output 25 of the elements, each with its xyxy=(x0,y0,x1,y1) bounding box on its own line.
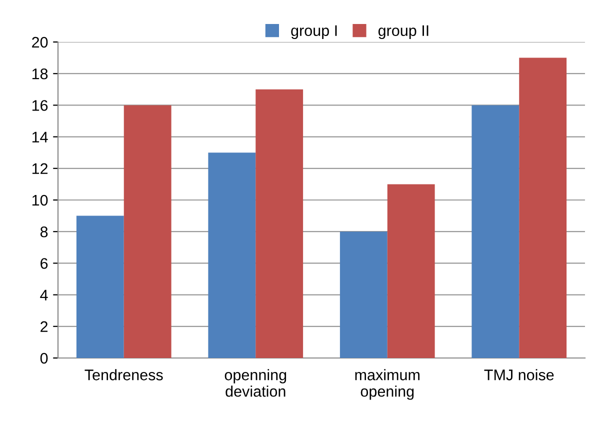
bar xyxy=(256,89,304,358)
y-tick-label: 16 xyxy=(32,100,48,111)
y-tick-label: 2 xyxy=(40,321,48,332)
y-tick-label: 4 xyxy=(40,290,48,300)
bar xyxy=(76,216,124,358)
x-tick-label: openning deviation xyxy=(224,369,286,397)
y-tick-label: 14 xyxy=(32,132,48,142)
y-tick-label: 8 xyxy=(40,226,48,238)
legend-label: group II xyxy=(378,25,428,40)
bar xyxy=(340,232,388,358)
y-tick-label: 10 xyxy=(32,194,48,206)
x-tick-label: Tendreness xyxy=(84,369,163,380)
bar xyxy=(387,184,435,358)
x-tick-label: TMJ noise xyxy=(484,369,554,380)
bar xyxy=(519,58,567,358)
bar xyxy=(124,105,172,358)
y-tick-label: 12 xyxy=(32,163,48,174)
y-tick-label: 6 xyxy=(40,258,48,269)
x-tick-label: maximum opening xyxy=(355,369,420,400)
bar xyxy=(472,105,520,358)
y-tick-label: 0 xyxy=(40,352,48,364)
y-tick-label: 18 xyxy=(32,68,48,80)
legend-label: group I xyxy=(291,25,337,40)
y-tick-label: 20 xyxy=(32,36,48,48)
bar xyxy=(208,152,256,358)
